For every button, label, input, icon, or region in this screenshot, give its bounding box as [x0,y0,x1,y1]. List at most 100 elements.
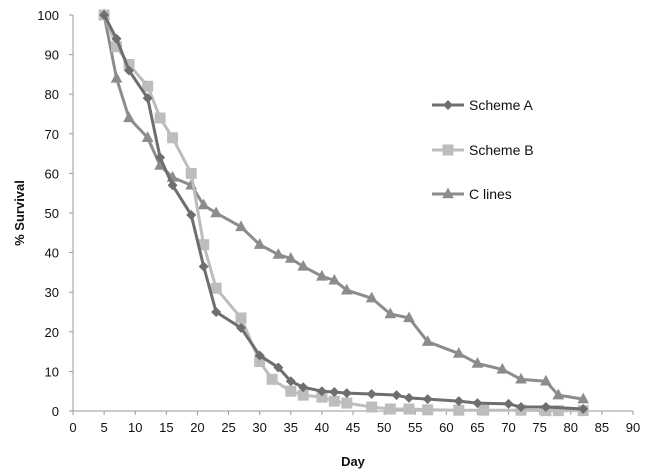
x-tick-label: 0 [69,420,76,435]
data-point-scheme-a [124,65,134,76]
series-c-lines [98,8,590,404]
x-tick-label: 75 [532,420,546,435]
x-tick-label: 35 [284,420,298,435]
series-scheme-b [98,9,589,417]
x-tick-label: 5 [100,420,107,435]
x-tick-label: 85 [595,420,609,435]
legend-label-c-lines: C lines [469,186,512,202]
legend-marker-scheme-a [443,100,453,110]
data-point-scheme-a [503,398,514,409]
series-line-c-lines [102,14,584,401]
x-tick-label: 30 [252,420,266,435]
data-point-scheme-a [111,33,122,44]
series-scheme-a [99,10,589,415]
data-point-c-lines [272,248,285,259]
data-point-scheme-a [298,382,309,393]
data-point-scheme-a [99,10,110,20]
data-point-c-lines [421,335,434,346]
y-tick-label: 0 [52,404,59,419]
legend-label-scheme-a: Scheme A [469,97,533,113]
data-point-c-lines [496,362,509,374]
data-point-c-lines [316,269,328,281]
y-tick-label: 40 [45,246,59,261]
legend-marker-scheme-b [442,144,454,156]
y-tick-label: 60 [45,166,59,181]
data-point-scheme-b [285,385,297,397]
data-point-scheme-a [516,402,526,413]
y-axis-title: % Survival [12,180,27,246]
data-point-scheme-b [366,401,378,413]
legend-marker-c-lines [442,187,454,199]
data-point-scheme-a [540,402,551,413]
data-point-scheme-b [297,389,309,401]
y-tick-label: 80 [45,87,59,102]
data-point-c-lines [235,220,247,232]
data-point-scheme-a [167,180,178,191]
x-tick-label: 10 [128,420,142,435]
x-tick-label: 50 [377,420,391,435]
data-point-scheme-b [142,80,154,92]
data-point-c-lines [552,388,565,400]
data-point-scheme-b [453,404,465,416]
data-point-scheme-b [154,112,166,124]
data-point-scheme-b [403,403,415,415]
x-tick-label: 40 [315,420,329,435]
data-point-scheme-a [453,396,464,407]
x-ticks: 0 5 10 15 20 25 30 35 40 45 50 55 60 65 70 75 80 85 90 [69,411,640,435]
data-point-scheme-a [254,350,265,361]
data-point-scheme-a [155,152,166,163]
x-tick-label: 70 [501,420,515,435]
data-point-c-lines [123,111,135,123]
y-tick-label: 100 [37,8,59,23]
data-point-scheme-b [198,239,210,251]
y-tick-label: 50 [45,206,59,221]
x-tick-label: 60 [439,420,453,435]
legend: Scheme A Scheme B C lines [432,97,534,202]
data-point-scheme-b [328,395,340,407]
x-tick-label: 15 [159,420,173,435]
data-point-scheme-b [210,282,222,294]
data-point-scheme-a [404,392,414,403]
data-point-c-lines [384,307,397,319]
data-point-scheme-a [273,362,284,373]
series-layer [98,8,590,417]
data-point-scheme-a [472,398,483,409]
data-point-scheme-b [167,132,179,144]
series-line-scheme-b [102,14,584,413]
data-point-scheme-a [341,388,352,399]
data-point-c-lines [471,356,484,368]
data-point-c-lines [284,252,297,263]
y-ticks: 0 10 20 30 40 50 60 70 80 90 100 [37,8,73,419]
x-tick-label: 20 [190,420,204,435]
legend-item-scheme-b: Scheme B [432,142,534,158]
data-point-scheme-b [384,403,396,415]
data-point-c-lines [328,273,341,285]
data-point-c-lines [365,291,378,303]
data-point-c-lines [540,374,552,386]
data-point-scheme-a [198,261,209,272]
data-point-c-lines [403,311,415,323]
x-tick-label: 90 [626,420,640,435]
data-point-scheme-b [341,397,353,409]
data-point-c-lines [197,198,210,210]
y-tick-label: 20 [45,325,59,340]
data-point-scheme-a [366,388,377,399]
data-point-scheme-a [285,376,296,387]
data-point-scheme-b [266,373,278,385]
data-point-scheme-b [422,404,434,416]
x-tick-label: 45 [346,420,360,435]
data-point-c-lines [577,392,590,404]
x-tick-label: 80 [564,420,578,435]
y-tick-label: 30 [45,285,59,300]
data-point-scheme-a [211,307,222,317]
data-point-c-lines [253,238,266,249]
legend-item-scheme-a: Scheme A [432,97,533,113]
data-point-scheme-a [329,386,340,397]
data-point-c-lines [210,206,222,218]
data-point-c-lines [515,372,527,384]
legend-item-c-lines: C lines [432,186,512,202]
data-point-c-lines [297,259,310,271]
data-point-scheme-a [391,390,402,401]
data-point-c-lines [141,131,154,142]
